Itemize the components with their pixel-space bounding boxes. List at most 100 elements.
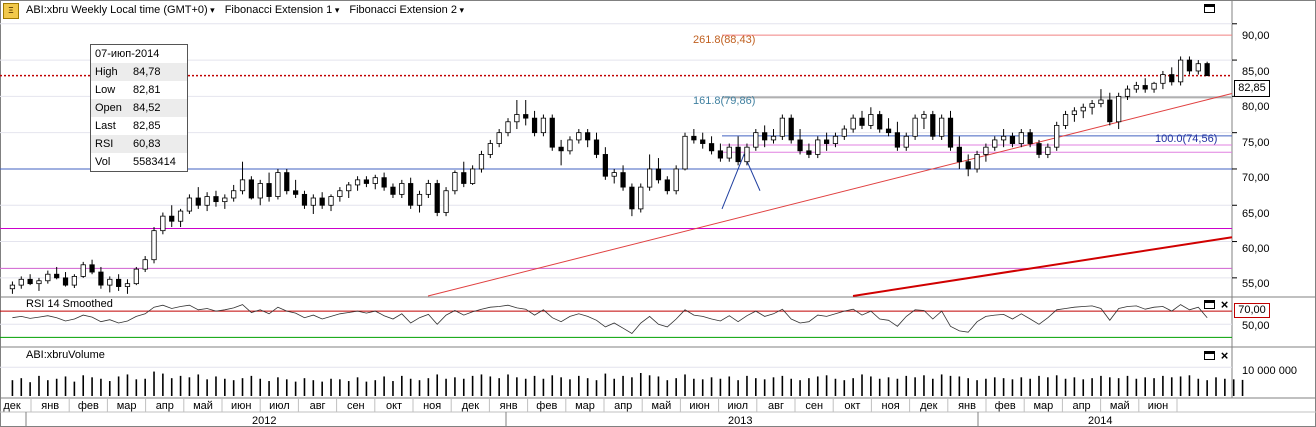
close-rsi-pane-icon[interactable]: × bbox=[1220, 297, 1229, 312]
candle-body bbox=[850, 117, 856, 130]
month-label: дек bbox=[920, 400, 938, 412]
candle-body bbox=[505, 121, 511, 134]
candle-body bbox=[788, 117, 794, 141]
candle-body bbox=[956, 146, 962, 163]
candle-body bbox=[894, 132, 901, 148]
info-label: Vol bbox=[95, 156, 111, 168]
info-row-low: Low 82,81 bbox=[91, 81, 187, 99]
candle-body bbox=[257, 183, 263, 199]
candle-body bbox=[434, 183, 440, 213]
candle-body bbox=[806, 150, 812, 155]
month-label: фев bbox=[77, 400, 99, 412]
candle-body bbox=[646, 168, 653, 188]
last-price-marker: 82,85 bbox=[1234, 80, 1270, 97]
month-label: окт bbox=[844, 400, 861, 412]
fib-label-261: 261.8(88,43) bbox=[693, 34, 756, 46]
info-label: Last bbox=[95, 120, 116, 132]
info-value: 5583414 bbox=[133, 156, 176, 168]
maximize-volume-pane-icon[interactable] bbox=[1204, 351, 1215, 360]
candle-body bbox=[213, 196, 219, 203]
rsi-pane-title[interactable]: RSI 14 Smoothed bbox=[26, 298, 113, 310]
candle-body bbox=[310, 197, 316, 206]
month-label: апр bbox=[1072, 400, 1091, 412]
rsi-level-marker: 70,00 bbox=[1234, 303, 1270, 318]
candle-body bbox=[514, 114, 520, 123]
info-label: RSI bbox=[95, 138, 114, 150]
candle-body bbox=[868, 114, 874, 126]
candle-body bbox=[1080, 106, 1086, 112]
fib-extension-2-menu[interactable]: Fibonacci Extension 2 bbox=[349, 4, 464, 16]
candle-body bbox=[470, 168, 476, 184]
candle-body bbox=[496, 132, 502, 144]
volume-pane-title[interactable]: ABI:xbruVolume bbox=[26, 349, 105, 361]
candle-body bbox=[735, 146, 741, 163]
candle-body bbox=[1186, 59, 1193, 72]
maximize-rsi-pane-icon[interactable] bbox=[1204, 300, 1215, 309]
candle-body bbox=[425, 183, 431, 195]
month-label: авг bbox=[768, 400, 784, 412]
candle-body bbox=[1018, 132, 1024, 144]
candle-body bbox=[823, 139, 830, 144]
candle-body bbox=[248, 179, 254, 199]
candle-body bbox=[177, 210, 184, 222]
candle-body bbox=[939, 117, 945, 137]
candle-body bbox=[540, 117, 547, 134]
candle-body bbox=[1169, 74, 1175, 83]
candle-body bbox=[239, 179, 246, 192]
candle-body bbox=[293, 190, 299, 195]
candle-body bbox=[354, 179, 361, 186]
ohlc-info-box: 07-июп-2014 High 84,78 Low 82,81 Open 84,52… bbox=[90, 44, 188, 172]
candle-body bbox=[107, 278, 113, 286]
candle-body bbox=[80, 264, 86, 277]
candle-body bbox=[301, 193, 308, 206]
rsi-tick: 50,00 bbox=[1242, 320, 1270, 332]
maximize-price-pane-icon[interactable] bbox=[1204, 4, 1215, 13]
candle-body bbox=[487, 143, 493, 155]
fib-extension-1-menu[interactable]: Fibonacci Extension 1 bbox=[225, 4, 340, 16]
month-label: мар bbox=[575, 400, 595, 412]
candle-body bbox=[266, 183, 272, 197]
candle-body bbox=[965, 161, 971, 170]
year-label: 2012 bbox=[252, 415, 277, 427]
info-value: 82,81 bbox=[133, 84, 161, 96]
fib-extension-connector bbox=[721, 153, 761, 210]
app-logo-icon[interactable]: Ξ bbox=[3, 3, 19, 19]
candle-body bbox=[1045, 146, 1051, 155]
price-tick: 65,00 bbox=[1242, 208, 1270, 220]
candle-body bbox=[1160, 74, 1166, 84]
candle-body bbox=[1116, 95, 1122, 123]
candle-body bbox=[770, 135, 777, 141]
symbol-menu[interactable]: ABI:xbru Weekly Local time (GMT+0) bbox=[26, 4, 215, 16]
candle-body bbox=[1071, 110, 1078, 115]
candle-body bbox=[328, 196, 334, 206]
month-label: янв bbox=[499, 400, 518, 412]
price-tick: 75,00 bbox=[1242, 137, 1270, 149]
month-label: май bbox=[193, 400, 213, 412]
info-label: High bbox=[95, 66, 118, 78]
candle-body bbox=[983, 146, 989, 155]
candle-body bbox=[700, 139, 706, 144]
candle-body bbox=[726, 146, 732, 159]
candle-body bbox=[151, 230, 157, 261]
year-label: 2013 bbox=[728, 415, 753, 427]
candle-body bbox=[779, 117, 785, 137]
info-label: Low bbox=[95, 84, 116, 96]
candle-body bbox=[71, 275, 77, 286]
candle-body bbox=[381, 177, 387, 188]
close-volume-pane-icon[interactable]: × bbox=[1220, 348, 1229, 363]
candle-body bbox=[585, 132, 591, 141]
info-row-last: Last 82,85 bbox=[91, 117, 187, 135]
month-label: сен bbox=[805, 400, 824, 412]
candle-body bbox=[1062, 114, 1069, 126]
candle-body bbox=[186, 197, 193, 212]
price-tick: 70,00 bbox=[1242, 172, 1270, 184]
candle-body bbox=[523, 114, 529, 119]
candle-body bbox=[602, 154, 608, 177]
candle-body bbox=[930, 114, 936, 137]
candle-body bbox=[9, 284, 16, 290]
candle-body bbox=[1009, 135, 1016, 144]
candle-body bbox=[62, 277, 69, 286]
candle-body bbox=[682, 135, 688, 170]
candle-body bbox=[390, 186, 396, 195]
